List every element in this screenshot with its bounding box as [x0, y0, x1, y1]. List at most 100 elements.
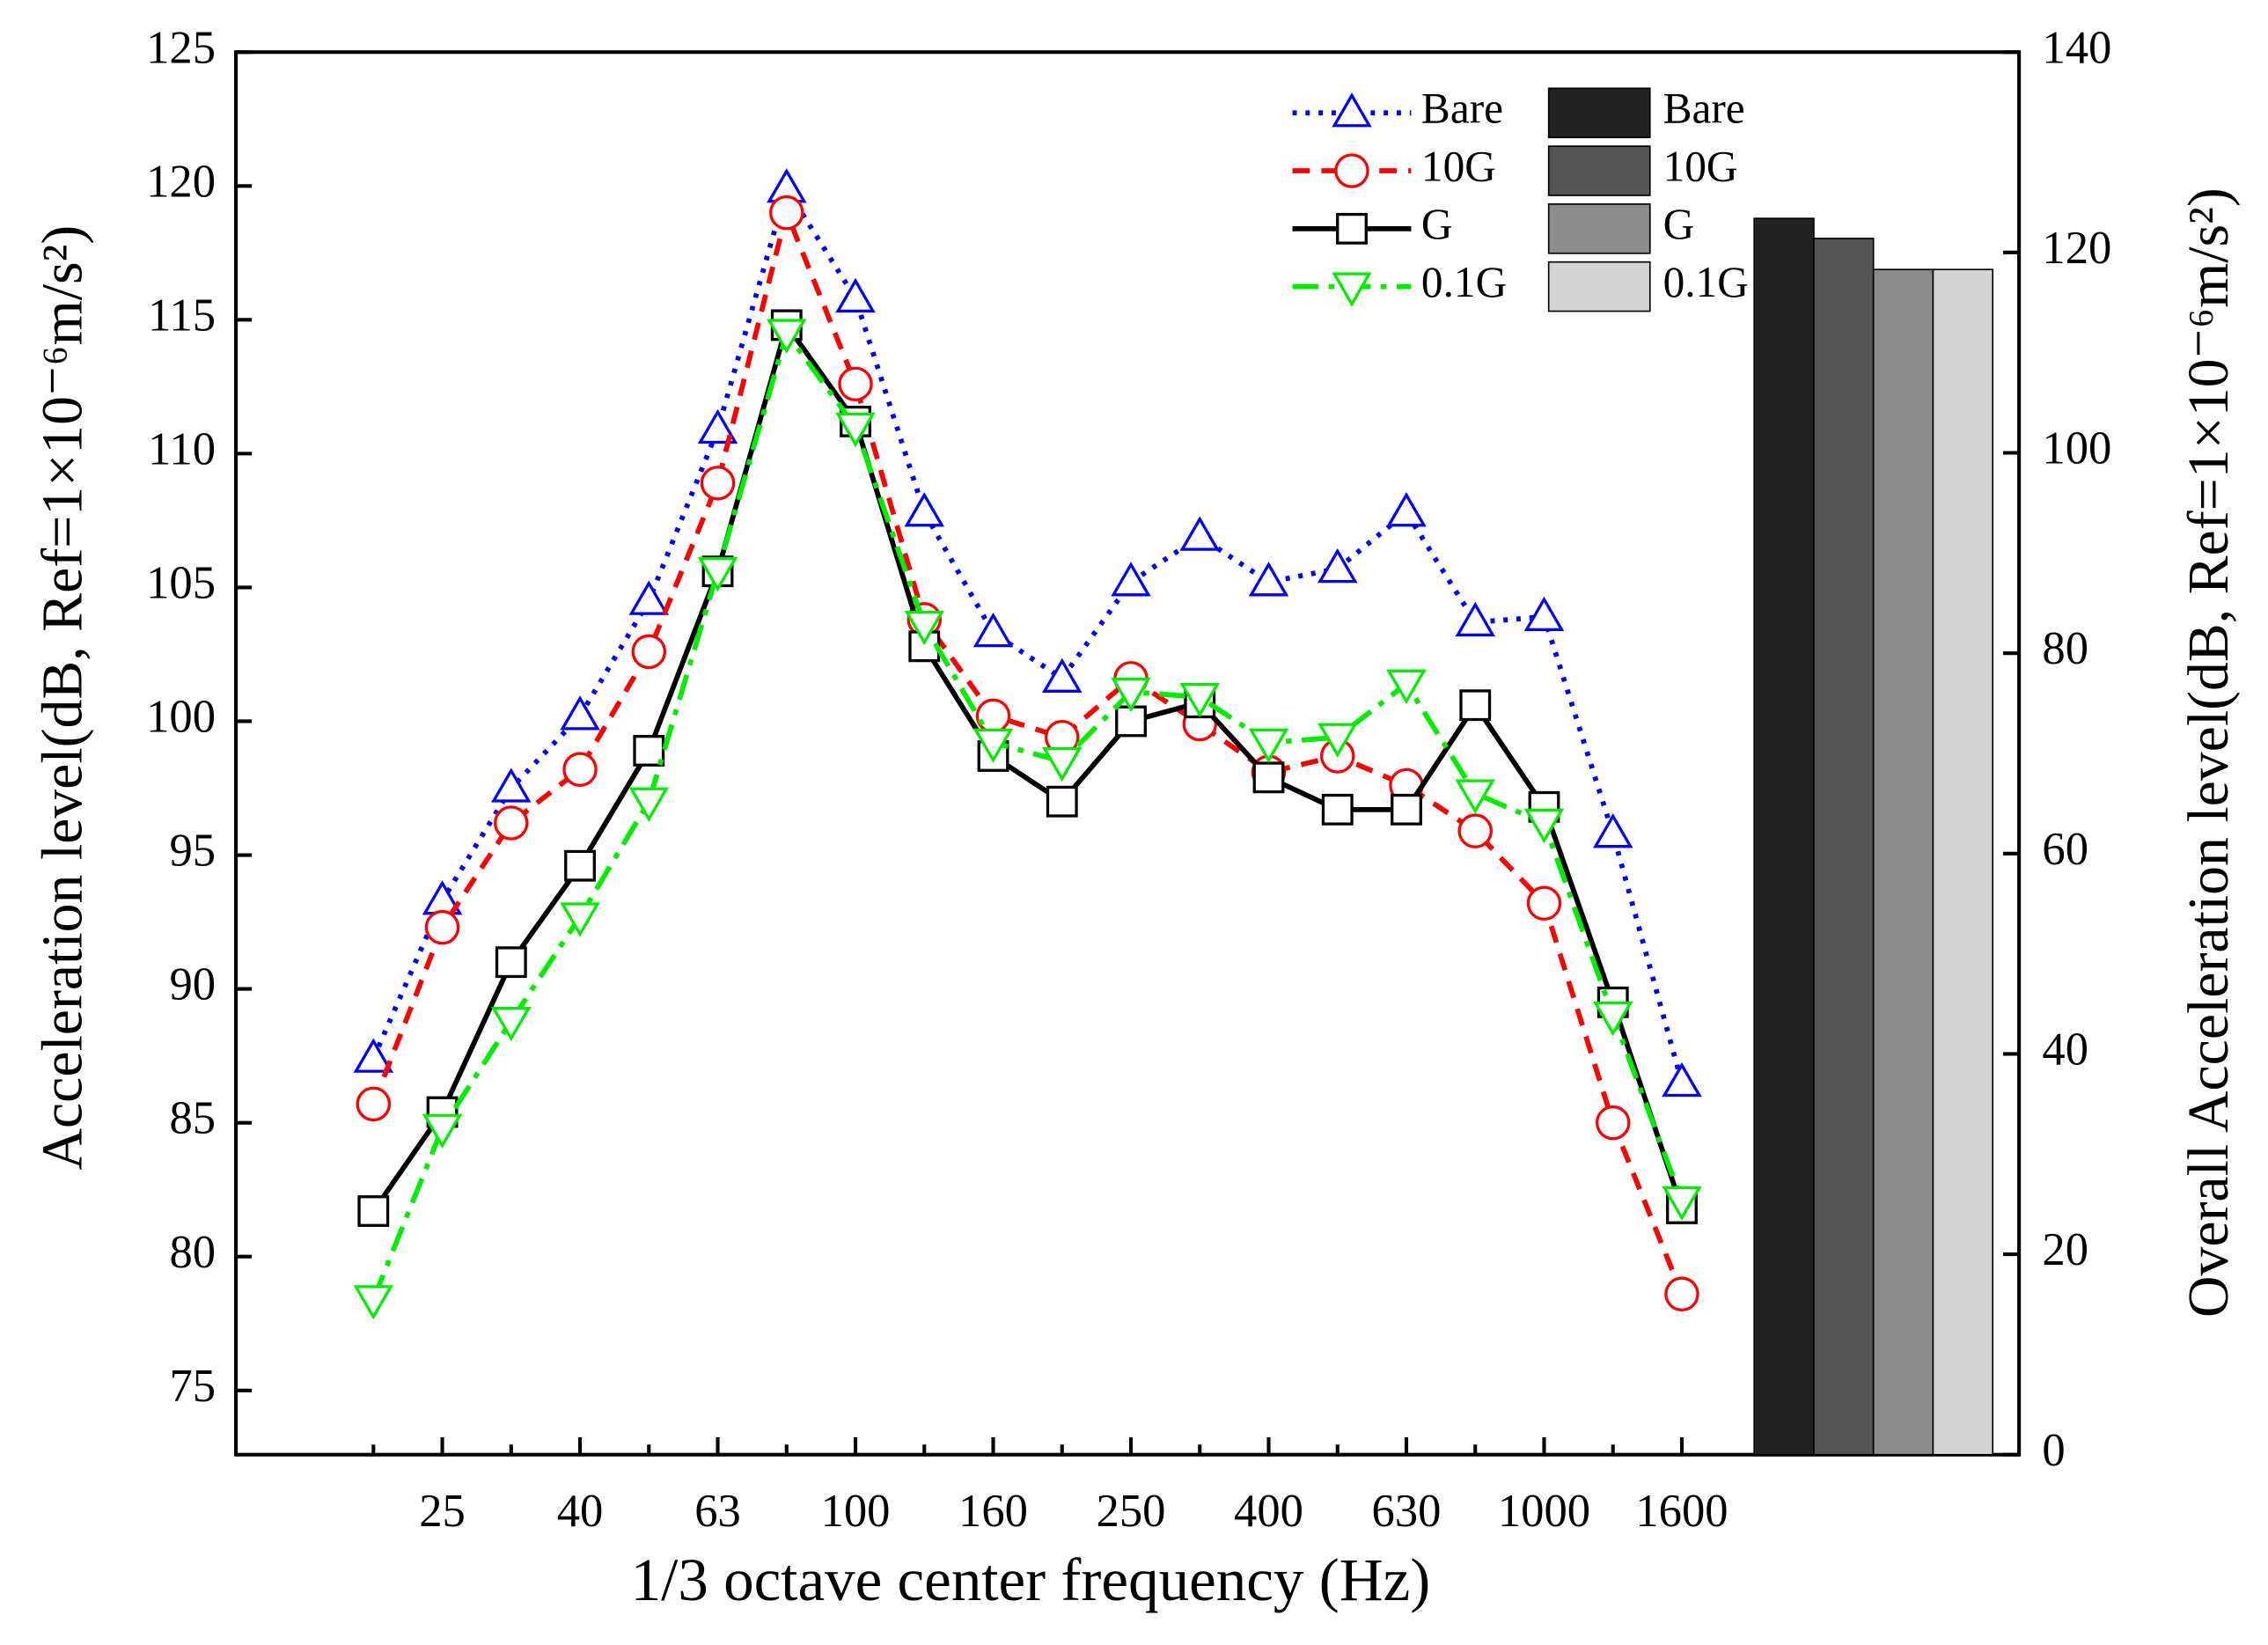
data-point: [1248, 728, 1289, 763]
x-tick-label: 25: [419, 1486, 466, 1537]
data-point: [1321, 793, 1354, 826]
data-point: [975, 698, 1011, 734]
data-point: [356, 1086, 392, 1122]
y2-axis-title: Overall Acceleration level(dB, Ref=1×10⁻…: [2176, 187, 2241, 1318]
y-tick-label: 125: [146, 22, 216, 73]
legend-label: 0.1G: [1663, 258, 1749, 306]
data-point: [494, 805, 529, 841]
y2-tick-label: 40: [2042, 1024, 2088, 1076]
x-axis-title: 1/3 octave center frequency (Hz): [631, 1546, 1431, 1613]
x-tick-label: 160: [958, 1486, 1028, 1537]
data-point: [1179, 516, 1221, 551]
y-tick-label: 105: [146, 558, 216, 609]
data-point: [491, 767, 532, 803]
data-point: [495, 946, 527, 979]
data-point: [564, 849, 596, 882]
y-tick-label: 120: [146, 156, 216, 207]
data-point: [1596, 1105, 1631, 1141]
data-point: [700, 466, 736, 501]
data-point: [560, 695, 600, 731]
legend-marker: [1332, 272, 1372, 307]
data-point: [422, 1113, 463, 1149]
x-tick-label: 40: [557, 1486, 604, 1537]
data-point: [353, 1038, 394, 1073]
data-point: [491, 1006, 532, 1042]
legend-label: G: [1663, 200, 1695, 248]
data-point: [1042, 657, 1083, 693]
data-point: [1252, 761, 1285, 794]
data-point: [1523, 808, 1565, 844]
data-point: [769, 195, 804, 231]
data-point: [973, 728, 1014, 763]
legend-label: Bare: [1663, 84, 1745, 133]
data-point: [1457, 813, 1493, 848]
data-point: [1042, 746, 1083, 782]
legend-label: 10G: [1663, 142, 1738, 190]
legend-marker: [1332, 92, 1372, 128]
y-tick-label: 95: [169, 826, 216, 877]
y2-tick-label: 120: [2042, 223, 2111, 274]
data-point: [631, 634, 667, 670]
data-point: [1111, 562, 1151, 597]
data-point: [1248, 562, 1289, 597]
data-point: [838, 366, 873, 402]
data-point: [1592, 1001, 1633, 1037]
y2-tick-label: 20: [2042, 1224, 2088, 1275]
legend-marker: [1336, 212, 1368, 245]
data-point: [1523, 596, 1565, 631]
data-point: [1526, 885, 1562, 922]
y-tick-label: 85: [169, 1093, 216, 1144]
series-line: [371, 182, 1684, 1083]
y-tick-label: 75: [169, 1361, 216, 1412]
data-point: [1455, 601, 1495, 637]
legend-marker: [1334, 153, 1369, 188]
data-point: [1455, 779, 1495, 814]
data-point: [560, 902, 600, 937]
data-point: [424, 909, 460, 945]
data-point: [1662, 1061, 1702, 1098]
legend-swatch: [1547, 261, 1651, 312]
data-point: [1386, 669, 1427, 705]
data-point: [628, 580, 670, 615]
y2-tick-label: 60: [2042, 824, 2088, 875]
data-point: [973, 612, 1014, 648]
data-point: [628, 787, 670, 822]
x-tick-label: 1600: [1635, 1486, 1728, 1537]
data-point: [1111, 677, 1151, 713]
data-point: [562, 752, 598, 787]
overall-bar: [1872, 268, 1934, 1456]
data-point: [353, 1285, 394, 1320]
y-axis-title: Acceleration level(dB, Ref=1×10⁻⁶m/s²): [30, 225, 94, 1171]
legend-label: 0.1G: [1421, 258, 1507, 306]
legend-label: 10G: [1421, 142, 1496, 190]
x-tick-label: 400: [1234, 1486, 1303, 1537]
y2-tick-label: 80: [2042, 623, 2088, 674]
y-tick-label: 80: [169, 1227, 216, 1278]
legend-swatch: [1547, 203, 1651, 254]
x-tick-label: 1000: [1498, 1486, 1590, 1537]
legend-label: G: [1421, 200, 1453, 248]
x-tick-label: 100: [821, 1486, 891, 1537]
data-point: [1391, 793, 1422, 826]
data-point: [697, 557, 738, 592]
data-point: [1179, 682, 1221, 718]
data-point: [835, 277, 876, 313]
data-point: [904, 610, 945, 646]
data-point: [1317, 547, 1358, 584]
data-point: [697, 408, 738, 444]
y-tick-label: 90: [169, 959, 216, 1010]
data-point: [1317, 723, 1358, 758]
data-point: [1459, 689, 1492, 722]
series-line: [371, 204, 1684, 1296]
y-tick-label: 115: [148, 290, 216, 341]
plot-frame: [234, 50, 2022, 1457]
legend-swatch: [1547, 145, 1651, 196]
data-point: [1592, 813, 1633, 848]
data-point: [633, 735, 665, 767]
legend-swatch: [1547, 87, 1651, 139]
data-point: [1046, 785, 1078, 818]
data-point: [835, 412, 876, 448]
x-tick-label: 630: [1372, 1486, 1442, 1537]
y2-tick-label: 100: [2042, 423, 2111, 474]
